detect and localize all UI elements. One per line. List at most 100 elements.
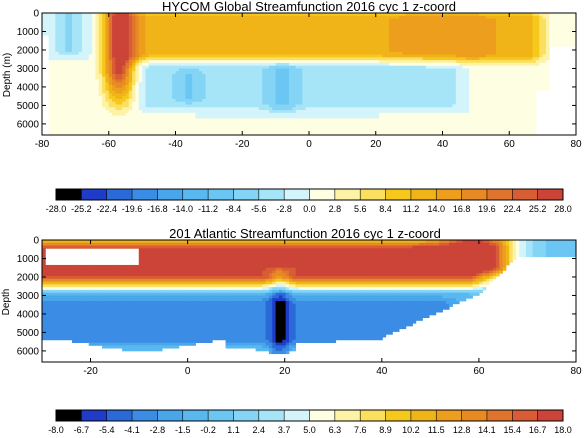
field-cell xyxy=(272,57,277,61)
field-cell xyxy=(415,104,420,108)
field-cell xyxy=(148,54,153,58)
field-cell xyxy=(305,46,310,50)
field-cell xyxy=(95,49,100,53)
field-cell xyxy=(385,123,390,128)
field-cell xyxy=(238,71,243,75)
field-cell xyxy=(375,90,380,94)
field-cell xyxy=(188,123,193,128)
field-cell xyxy=(305,123,310,128)
field-cell xyxy=(352,129,357,133)
field-cell xyxy=(152,43,156,47)
field-cell xyxy=(168,87,173,92)
field-cell xyxy=(105,15,110,19)
field-cell xyxy=(322,18,327,22)
field-cell xyxy=(255,107,260,111)
field-cell xyxy=(208,40,213,44)
field-cell xyxy=(372,51,377,55)
field-cell xyxy=(319,24,323,28)
field-cell xyxy=(75,110,80,114)
field-cell xyxy=(379,76,383,80)
field-cell xyxy=(225,129,230,133)
field-cell xyxy=(288,74,293,78)
field-cell xyxy=(52,115,56,119)
field-cell xyxy=(225,60,230,64)
field-cell xyxy=(412,32,417,36)
field-cell xyxy=(345,101,350,105)
field-cell xyxy=(262,87,267,92)
field-cell xyxy=(112,71,116,75)
field-cell xyxy=(105,129,110,133)
field-cell xyxy=(55,79,60,83)
field-cell xyxy=(92,24,96,28)
field-cell xyxy=(319,118,323,122)
field-cell xyxy=(212,29,216,33)
field-cell xyxy=(148,87,153,92)
field-cell xyxy=(252,132,256,136)
field-cell xyxy=(385,68,390,72)
field-cell xyxy=(168,107,173,111)
field-cell xyxy=(385,115,390,119)
field-cell xyxy=(292,62,297,67)
field-cell xyxy=(352,82,357,86)
field-cell xyxy=(68,43,73,47)
field-cell xyxy=(112,51,116,55)
field-cell xyxy=(145,104,150,108)
field-cell xyxy=(145,107,150,111)
field-cell xyxy=(132,79,136,83)
field-cell xyxy=(138,71,143,75)
field-cell xyxy=(379,35,383,39)
field-cell xyxy=(55,40,60,44)
field-cell xyxy=(339,118,343,122)
field-cell xyxy=(329,62,333,67)
field-cell xyxy=(145,71,150,75)
field-cell xyxy=(165,76,170,80)
field-cell xyxy=(312,26,317,31)
field-cell xyxy=(112,24,116,28)
field-cell xyxy=(339,24,343,28)
field-cell xyxy=(62,68,66,72)
field-cell xyxy=(245,43,250,47)
field-cell xyxy=(155,35,160,39)
field-cell xyxy=(285,121,290,125)
field-cell xyxy=(349,24,353,28)
field-cell xyxy=(218,21,223,25)
field-cell xyxy=(369,65,373,69)
field-cell xyxy=(255,112,260,116)
field-cell xyxy=(145,32,150,36)
field-cell xyxy=(102,68,106,72)
field-cell xyxy=(329,54,333,58)
field-cell xyxy=(262,32,267,36)
field-cell xyxy=(82,107,86,111)
field-cell xyxy=(52,118,56,122)
field-cell xyxy=(342,87,347,92)
field-cell xyxy=(165,101,170,105)
field-cell xyxy=(329,87,333,92)
field-cell xyxy=(168,76,173,80)
field-cell xyxy=(105,121,110,125)
field-cell xyxy=(48,79,53,83)
field-cell xyxy=(262,101,267,105)
field-cell xyxy=(175,54,180,58)
field-cell xyxy=(88,93,93,97)
field-cell xyxy=(188,129,193,133)
field-cell xyxy=(58,35,63,39)
field-cell xyxy=(195,101,200,105)
field-cell xyxy=(245,90,250,94)
field-cell xyxy=(285,21,290,25)
field-cell xyxy=(75,132,80,136)
field-cell xyxy=(335,35,340,39)
field-cell xyxy=(395,71,400,75)
field-cell xyxy=(339,87,343,92)
field-cell xyxy=(122,115,126,119)
field-cell xyxy=(55,85,60,89)
field-cell xyxy=(68,74,73,78)
field-cell xyxy=(405,35,410,39)
field-cell xyxy=(135,15,140,19)
field-cell xyxy=(175,18,180,22)
field-cell xyxy=(262,62,267,67)
field-cell xyxy=(248,46,253,50)
field-cell xyxy=(382,79,387,83)
field-cell xyxy=(155,132,160,136)
field-cell xyxy=(392,35,397,39)
field-cell xyxy=(95,110,100,114)
